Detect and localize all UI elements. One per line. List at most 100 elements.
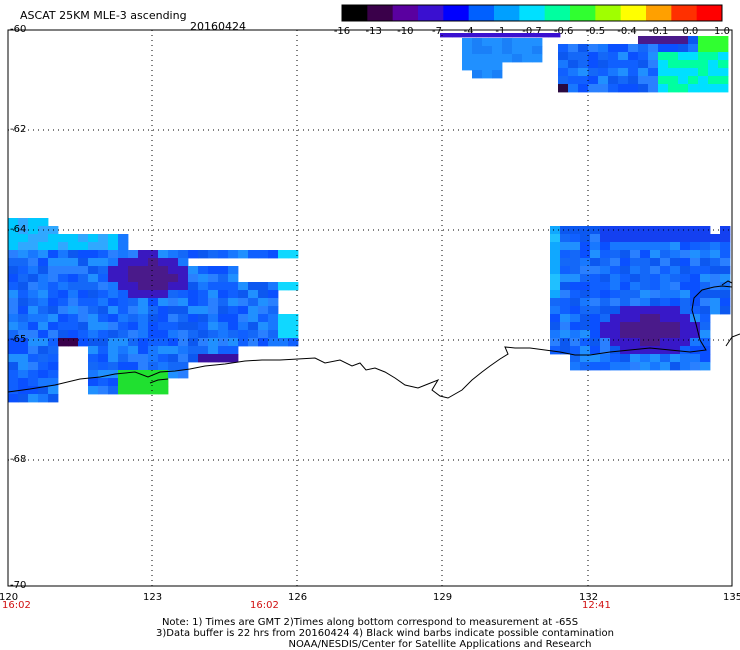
wind-cell [108, 346, 119, 355]
wind-cell [700, 274, 711, 283]
wind-cell [188, 274, 199, 283]
wind-cell [690, 258, 701, 267]
wind-cell [698, 60, 709, 69]
wind-cell [650, 242, 661, 251]
wind-cell [568, 76, 579, 85]
wind-cell [248, 314, 259, 323]
wind-cell [38, 258, 49, 267]
wind-cell [630, 242, 641, 251]
latitude-label: -62 [10, 124, 27, 135]
wind-cell [158, 370, 169, 379]
wind-cell [660, 298, 671, 307]
wind-cell [708, 52, 719, 61]
wind-cell [168, 362, 179, 371]
wind-cell [148, 386, 159, 395]
wind-cell [628, 84, 639, 93]
wind-cell [650, 338, 661, 347]
wind-cell [178, 298, 189, 307]
wind-cell [630, 234, 641, 243]
wind-cell [28, 242, 39, 251]
wind-cell [598, 76, 609, 85]
wind-cell [178, 314, 189, 323]
wind-cell [158, 346, 169, 355]
wind-cell [78, 274, 89, 283]
wind-cell [128, 266, 139, 275]
wind-cell [158, 338, 169, 347]
wind-cell [58, 234, 69, 243]
wind-cell [670, 274, 681, 283]
wind-cell [8, 266, 19, 275]
wind-cell [118, 298, 129, 307]
wind-cell [590, 266, 601, 275]
wind-cell [58, 322, 69, 331]
wind-cell [630, 338, 641, 347]
wind-cell [28, 290, 39, 299]
wind-cell [98, 242, 109, 251]
wind-cell [188, 290, 199, 299]
wind-cell [148, 370, 159, 379]
wind-cell [68, 242, 79, 251]
wind-cell [640, 338, 651, 347]
wind-cell [718, 44, 729, 53]
wind-cell [118, 242, 129, 251]
wind-cell [590, 354, 601, 363]
wind-cell [620, 242, 631, 251]
wind-cell [128, 362, 139, 371]
wind-cell [482, 46, 493, 55]
wind-cell [98, 386, 109, 395]
wind-cell [650, 266, 661, 275]
wind-cell [138, 322, 149, 331]
coastline [7, 285, 733, 399]
wind-cell [658, 84, 669, 93]
wind-cell [550, 330, 561, 339]
wind-cell [98, 354, 109, 363]
wind-cell [570, 346, 581, 355]
wind-cell [620, 282, 631, 291]
wind-cell [630, 258, 641, 267]
wind-cell [208, 250, 219, 259]
wind-cell [268, 282, 279, 291]
wind-cell [608, 76, 619, 85]
wind-cell [138, 282, 149, 291]
wind-cell [58, 298, 69, 307]
wind-cell [38, 354, 49, 363]
wind-cell [208, 266, 219, 275]
wind-cell [68, 330, 79, 339]
wind-cell [600, 354, 611, 363]
wind-cell [690, 338, 701, 347]
wind-cell [98, 370, 109, 379]
wind-cell [620, 290, 631, 299]
wind-cell [650, 226, 661, 235]
wind-cell [48, 282, 59, 291]
wind-cell [660, 226, 671, 235]
wind-cell [700, 250, 711, 259]
wind-cell [570, 282, 581, 291]
wind-cell [610, 250, 621, 259]
wind-cell [550, 274, 561, 283]
latitude-label: -60 [10, 24, 27, 35]
wind-cell [570, 298, 581, 307]
wind-cell [580, 226, 591, 235]
wind-cell [640, 362, 651, 371]
wind-cell [600, 234, 611, 243]
wind-cell [680, 338, 691, 347]
wind-cell [690, 314, 701, 323]
wind-cell [198, 338, 209, 347]
wind-cell [78, 242, 89, 251]
wind-cell [598, 60, 609, 69]
wind-cell [700, 330, 711, 339]
wind-cell [700, 306, 711, 315]
wind-cell [118, 354, 129, 363]
wind-cell [208, 282, 219, 291]
wind-cell [648, 44, 659, 53]
wind-cell [158, 314, 169, 323]
wind-cell [462, 38, 473, 47]
wind-cell [8, 258, 19, 267]
wind-cell [710, 258, 721, 267]
wind-cell [148, 354, 159, 363]
wind-cell [8, 242, 19, 251]
wind-cell [580, 282, 591, 291]
wind-cell [138, 378, 149, 387]
wind-cell [698, 84, 709, 93]
wind-cell [118, 290, 129, 299]
